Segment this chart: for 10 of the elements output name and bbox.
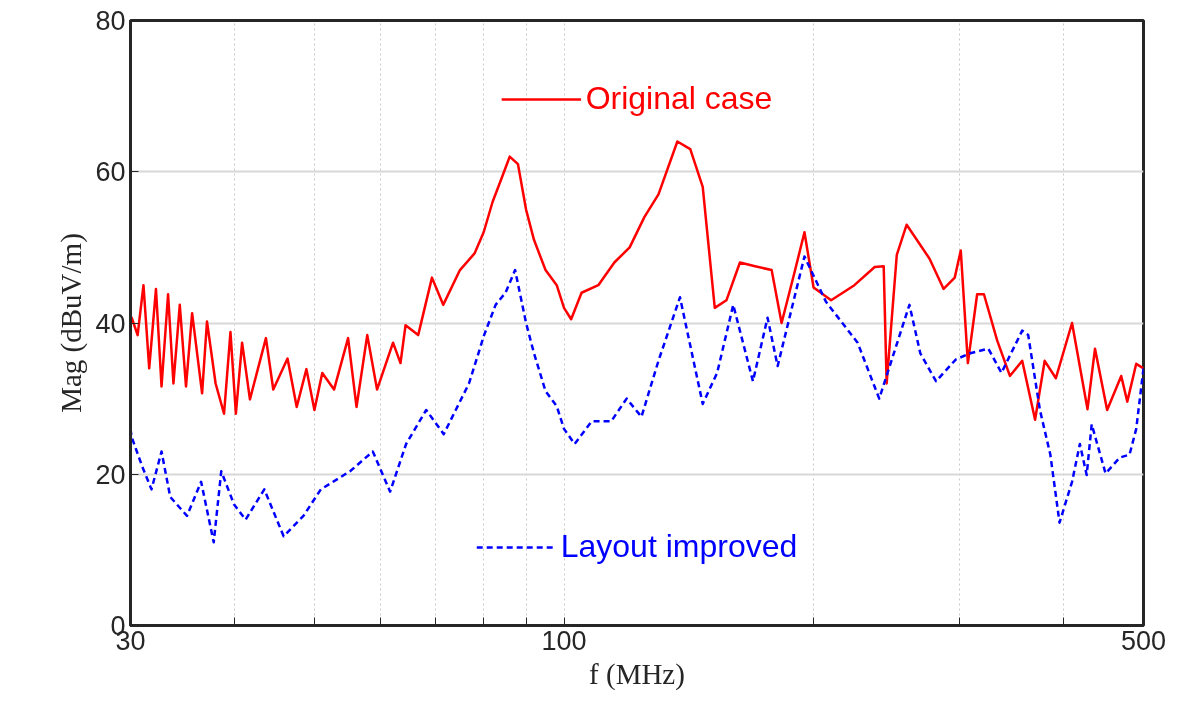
y-tick-label: 40 (95, 308, 126, 339)
y-tick-label: 20 (95, 459, 126, 490)
x-tick-label: 100 (541, 625, 587, 656)
y-axis-title: Mag (dBuV/m) (55, 233, 89, 413)
y-tick-label: 80 (95, 6, 126, 36)
x-tick-label: 500 (1120, 625, 1167, 656)
y-tick-label: 60 (95, 157, 126, 188)
legend-label: Original case (585, 80, 773, 117)
x-axis-title: f (MHz) (589, 657, 685, 691)
legend-label: Layout improved (560, 528, 798, 565)
